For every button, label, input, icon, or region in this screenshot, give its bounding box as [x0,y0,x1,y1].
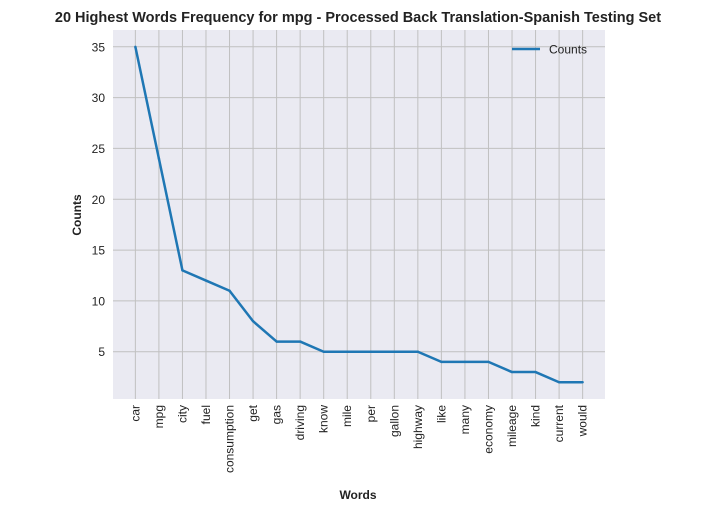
y-tick-label: 35 [92,40,106,54]
data-point-like [440,360,443,364]
series-line-counts [134,46,583,384]
x-tick-label: driving [293,405,307,440]
y-tick-label: 20 [92,193,106,207]
x-tick-label: mpg [152,405,166,428]
x-tick-label: mile [340,405,354,427]
x-tick-label: gallon [387,405,401,437]
y-tick-label: 5 [98,345,105,359]
x-tick-label: many [458,405,472,434]
data-point-fuel [204,279,208,282]
chart-title: 20 Highest Words Frequency for mpg - Pro… [55,10,661,26]
data-point-consumption [228,289,231,292]
x-tick-label: per [364,405,378,422]
x-tick-label: gas [270,405,284,424]
x-tick-label: consumption [223,405,237,473]
data-point-city [181,269,184,272]
data-point-driving [298,340,302,343]
data-point-mileage [510,370,514,374]
data-point-mpg [157,157,161,160]
y-tick-label: 30 [92,91,106,105]
data-point-many [463,360,467,364]
grid-lines [113,30,605,399]
data-point-would [581,381,584,384]
x-tick-label: know [317,405,331,433]
plot-area [113,30,605,399]
data-point-get [251,320,255,323]
data-points [134,45,584,384]
data-point-economy [487,360,490,364]
x-tick-label: would [576,405,590,437]
data-point-highway [416,350,420,353]
data-point-gallon [393,350,396,353]
y-tick-label: 15 [92,244,106,258]
legend-label-counts: Counts [549,43,587,57]
data-point-car [134,45,137,48]
data-point-per [369,350,372,353]
x-tick-label: get [246,404,260,421]
data-point-mile [346,350,349,353]
x-axis-label: Words [339,488,376,502]
y-tick-label: 25 [92,142,106,156]
x-tick-label: economy [481,405,495,454]
x-tick-label: highway [411,405,425,449]
data-point-gas [275,340,278,343]
x-tick-label: fuel [199,405,213,424]
x-tick-label: mileage [505,405,519,447]
x-tick-label: current [552,404,566,442]
legend: Counts [512,43,587,57]
y-axis-label: Counts [70,194,84,236]
data-point-current [557,381,561,384]
data-point-kind [534,370,537,374]
x-tick-label: kind [529,405,543,427]
x-tick-label: city [175,405,189,423]
y-tick-label: 10 [92,294,106,308]
data-point-know [322,350,325,353]
x-tick-label: car [128,405,142,422]
x-tick-label: like [434,405,448,423]
tick-labels: 5 10 15 20 25 30 35 car mpg city fuel consumption ge… [92,40,590,473]
